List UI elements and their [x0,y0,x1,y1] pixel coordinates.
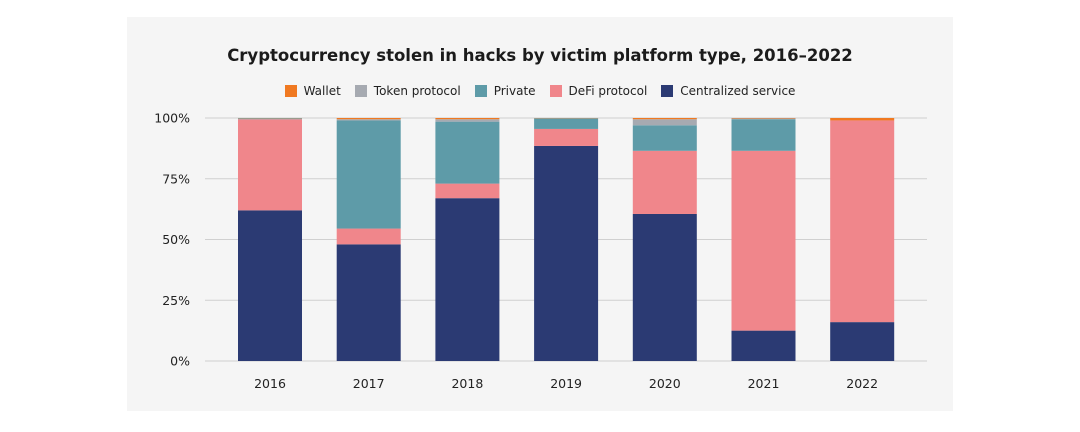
chart-title: Cryptocurrency stolen in hacks by victim… [227,46,853,65]
y-tick-label: 25% [162,293,190,308]
legend-item-centralized-service: Centralized service [661,84,795,98]
bar-2017-centralized-service [336,244,401,361]
bar-2020-defi-protocol [632,150,697,214]
bar-2020-wallet [632,118,697,120]
bar-2016-private [238,118,302,120]
bar-2021-token-protocol [731,118,796,120]
bar-2021-centralized-service [731,330,796,361]
legend-swatch-centralized-service [661,85,674,97]
legend-swatch-private [474,85,487,97]
bar-2022-centralized-service [830,322,895,361]
x-tick-label: 2021 [748,376,780,391]
bar-2017-token-protocol [336,119,401,121]
bar-2018-private [435,121,500,184]
bar-2021-private [731,119,796,151]
bar-2021-defi-protocol [731,150,796,331]
legend-swatch-token-protocol [354,85,367,97]
x-tick-label: 2018 [451,376,483,391]
legend-label-token-protocol: Token protocol [373,84,461,98]
bar-2022-defi-protocol [830,120,895,323]
legend-item-private: Private [474,84,536,98]
legend-item-token-protocol: Token protocol [354,84,461,98]
legend-label-defi-protocol: DeFi protocol [568,84,648,98]
bar-2018-defi-protocol [435,183,500,199]
y-tick-label: 0% [170,354,190,369]
legend-label-wallet: Wallet [303,84,341,98]
x-tick-label: 2020 [649,376,681,391]
bar-2017-wallet [336,118,401,120]
x-tick-label: 2022 [846,376,878,391]
bar-2016-centralized-service [238,210,302,361]
legend-item-wallet: Wallet [284,84,341,98]
x-tick-label: 2019 [550,376,582,391]
bar-2020-token-protocol [632,119,697,126]
y-tick-label: 50% [162,232,190,247]
bar-2019-defi-protocol [534,128,599,146]
bar-2018-token-protocol [435,119,500,122]
bar-2017-defi-protocol [336,228,401,245]
legend-label-centralized-service: Centralized service [680,84,796,98]
bar-2019-centralized-service [534,145,599,361]
chart-legend: Wallet Token protocol Private DeFi protocol… [127,84,953,98]
x-tick-label: 2016 [254,376,286,391]
bar-2020-private [632,125,697,151]
bar-2020-centralized-service [632,213,697,361]
bar-2022-wallet [830,118,895,121]
bar-2018-centralized-service [435,198,500,361]
bar-2017-private [336,120,401,229]
y-tick-label: 100% [154,111,190,126]
bar-2019-private [534,118,599,129]
y-tick-label: 75% [162,171,190,186]
bar-2018-wallet [435,118,500,120]
x-tick-label: 2017 [353,376,385,391]
legend-label-private: Private [493,84,536,98]
legend-swatch-defi-protocol [549,85,562,97]
legend-swatch-wallet [284,85,297,97]
legend-item-defi-protocol: DeFi protocol [549,84,648,98]
bar-2016-defi-protocol [238,119,302,211]
